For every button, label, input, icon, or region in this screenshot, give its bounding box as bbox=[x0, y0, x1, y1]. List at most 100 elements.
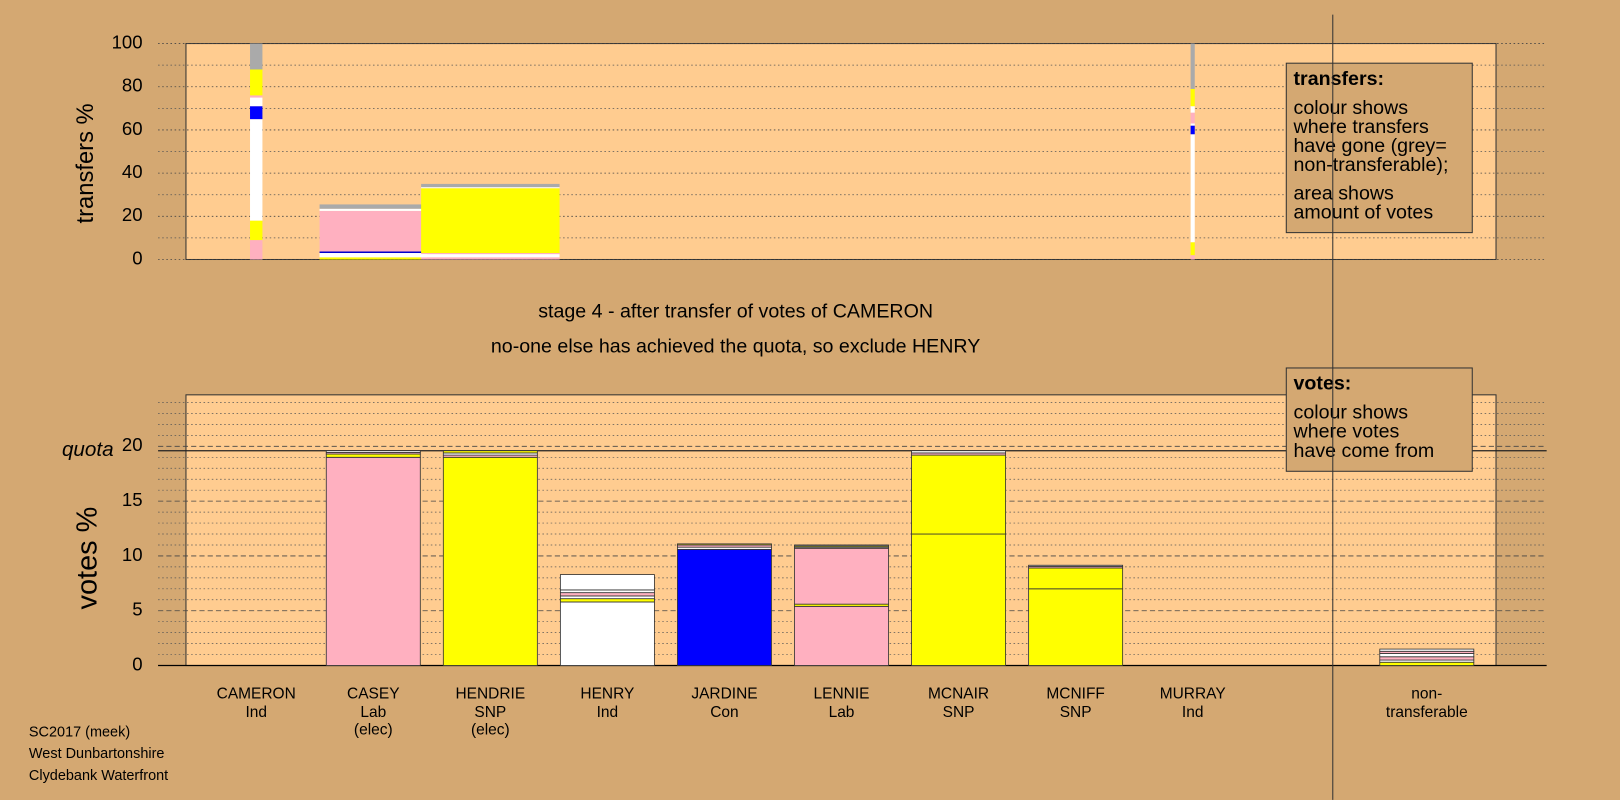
transfer-segment bbox=[421, 188, 560, 254]
category-label-line: LENNIE bbox=[814, 686, 870, 703]
bar-segment bbox=[1028, 564, 1124, 567]
bar-segment bbox=[325, 453, 421, 458]
legend-text: area shows bbox=[1294, 183, 1395, 205]
party-label: Ind bbox=[1182, 704, 1204, 721]
legend-title: votes: bbox=[1294, 373, 1352, 395]
transfer-segment bbox=[1190, 112, 1195, 124]
transfer-segment bbox=[1190, 88, 1195, 107]
transfer-segment bbox=[421, 187, 560, 189]
category-label-line: non- bbox=[1411, 686, 1442, 703]
bar-segment bbox=[677, 543, 772, 546]
legend-text: where transfers bbox=[1293, 116, 1429, 138]
footer-text: SC2017 (meek) bbox=[29, 724, 130, 740]
bar-segment bbox=[911, 450, 1006, 454]
bar-segment bbox=[325, 450, 421, 453]
y-tick-label: 20 bbox=[122, 204, 143, 225]
category-label-line: MCNIFF bbox=[1046, 686, 1104, 703]
bar-segment bbox=[442, 450, 538, 454]
transfer-segment bbox=[1190, 125, 1195, 135]
y-tick-label: 100 bbox=[112, 31, 143, 52]
bar-segment bbox=[1379, 656, 1475, 661]
legend-text: colour shows bbox=[1294, 402, 1409, 424]
bar-segment bbox=[559, 598, 655, 603]
transfer-segment bbox=[1190, 242, 1195, 256]
transfer-segment bbox=[250, 106, 263, 120]
transfer-segment bbox=[421, 257, 560, 260]
category-label: LENNIE bbox=[814, 686, 870, 703]
y-tick-label: 80 bbox=[122, 75, 143, 96]
quota-label: quota bbox=[62, 438, 114, 461]
bar-segment bbox=[794, 547, 889, 605]
category-label: CASEY bbox=[347, 686, 400, 703]
bar-segment bbox=[559, 601, 655, 666]
party-label: SNP bbox=[943, 704, 975, 721]
transfer-segment bbox=[1190, 123, 1195, 126]
category-label: HENDRIE bbox=[455, 686, 525, 703]
legend-text: non-transferable); bbox=[1294, 154, 1449, 176]
bar-segment bbox=[325, 456, 421, 666]
bar-segment bbox=[794, 544, 889, 547]
category-label-line: HENRY bbox=[580, 686, 634, 703]
footer-text: West Dunbartonshire bbox=[29, 746, 164, 762]
status-label: (elec) bbox=[354, 722, 393, 739]
transfer-segment bbox=[319, 210, 428, 252]
bar-segment bbox=[1379, 653, 1475, 658]
transfer-segment bbox=[1190, 106, 1195, 113]
category-label: CAMERON bbox=[217, 686, 296, 703]
bar-segment bbox=[911, 533, 1006, 666]
y-tick-label: 40 bbox=[122, 161, 143, 182]
legend-box bbox=[1285, 367, 1473, 472]
category-label: JARDINE bbox=[691, 686, 757, 703]
category-label-line: MURRAY bbox=[1160, 686, 1226, 703]
bar-segment bbox=[1379, 661, 1475, 666]
transfer-segment bbox=[250, 240, 263, 260]
transfer-segment bbox=[319, 257, 428, 260]
transfer-segment bbox=[319, 204, 428, 209]
transfer-segment bbox=[250, 43, 263, 70]
category-label-line: CAMERON bbox=[217, 686, 296, 703]
transfer-segment bbox=[250, 97, 263, 107]
transfer-segment bbox=[1190, 43, 1195, 89]
transfer-segment bbox=[250, 220, 263, 241]
category-label-line: CASEY bbox=[347, 686, 400, 703]
transfer-segment bbox=[1190, 255, 1195, 260]
stage-subtitle: no-one else has achieved the quota, so e… bbox=[491, 335, 980, 357]
transfer-segment bbox=[319, 253, 428, 258]
party-label: SNP bbox=[474, 704, 506, 721]
bar-segment bbox=[794, 605, 889, 666]
bar-segment bbox=[1028, 588, 1124, 666]
category-label-line: HENDRIE bbox=[455, 686, 525, 703]
transfers-axis-label: transfers % bbox=[72, 103, 99, 223]
transfer-segment bbox=[250, 69, 263, 96]
category-label: MCNIFF bbox=[1046, 686, 1104, 703]
transfer-segment bbox=[1190, 134, 1195, 243]
transfer-segment bbox=[250, 95, 263, 98]
legend-title: transfers: bbox=[1294, 68, 1385, 90]
category-label-line: transferable bbox=[1386, 704, 1468, 721]
transfer-segment bbox=[421, 183, 560, 188]
party-label: Ind bbox=[245, 704, 267, 721]
y-tick-label: 15 bbox=[122, 489, 143, 510]
bar-segment bbox=[442, 456, 538, 666]
category-label: non-transferable bbox=[1386, 686, 1468, 722]
party-label: SNP bbox=[1060, 704, 1092, 721]
party-label: Lab bbox=[829, 704, 855, 721]
bar-segment bbox=[677, 548, 772, 666]
y-tick-label: 0 bbox=[132, 653, 142, 674]
y-tick-label: 60 bbox=[122, 118, 143, 139]
category-label-line: MCNAIR bbox=[928, 686, 989, 703]
footer-text: Clydebank Waterfront bbox=[29, 768, 168, 784]
bar-segment bbox=[559, 592, 655, 597]
y-tick-label: 5 bbox=[132, 599, 142, 620]
category-label: MURRAY bbox=[1160, 686, 1226, 703]
legend-text: colour shows bbox=[1294, 97, 1409, 119]
category-label: HENRY bbox=[580, 686, 634, 703]
legend-text: have gone (grey= bbox=[1294, 135, 1447, 157]
y-tick-label: 10 bbox=[122, 544, 143, 565]
status-label: (elec) bbox=[471, 722, 510, 739]
category-label: MCNAIR bbox=[928, 686, 989, 703]
legend-text: where votes bbox=[1293, 421, 1400, 443]
transfer-segment bbox=[250, 119, 263, 221]
bar-segment bbox=[1379, 648, 1475, 652]
